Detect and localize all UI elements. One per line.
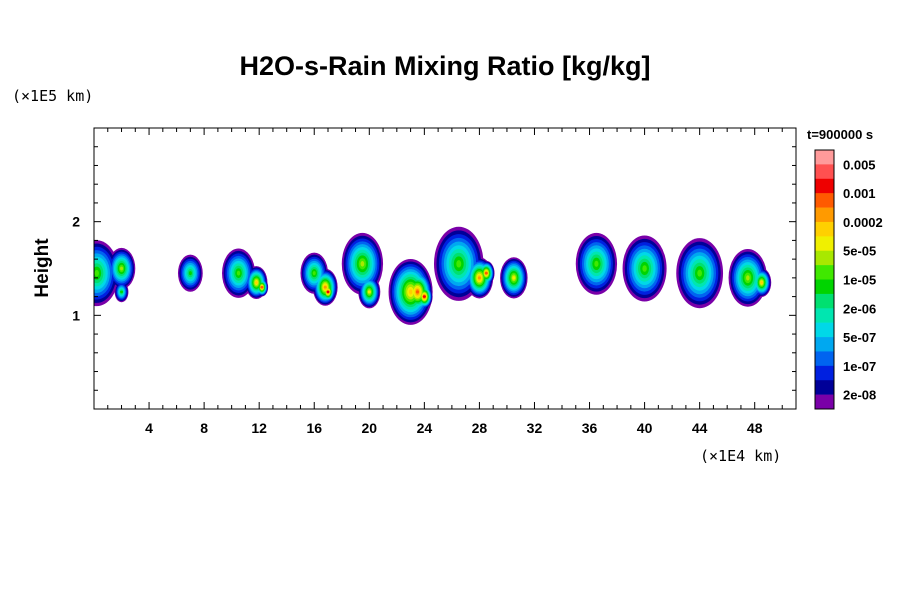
y-tick-label: 1 xyxy=(72,307,80,323)
field-contour xyxy=(254,281,258,284)
x-tick-label: 24 xyxy=(417,420,433,436)
x-tick-label: 8 xyxy=(200,420,208,436)
colorbar-swatch xyxy=(815,394,834,410)
colorbar-level-label: 2e-06 xyxy=(843,301,876,316)
x-tick-label: 48 xyxy=(747,420,763,436)
colorbar-swatch xyxy=(815,365,834,381)
x-axis: 4 8 12 16 20 24 28 32 36 40 44 48 xyxy=(107,128,783,436)
field-contour xyxy=(326,290,330,294)
colorbar: 0.005 0.001 0.0002 5e-05 1e-05 2e-06 5e-07 1e-0… xyxy=(814,149,883,410)
field-contour xyxy=(360,261,365,267)
colorbar-level-label: 1e-07 xyxy=(843,359,876,374)
colorbar-level-label: 0.0002 xyxy=(843,215,883,230)
colorbar-level-label: 5e-05 xyxy=(843,244,876,259)
x-tick-label: 44 xyxy=(692,420,708,436)
colorbar-swatch xyxy=(815,250,834,266)
chart-title: H2O-s-Rain Mixing Ratio [kg/kg] xyxy=(239,51,650,81)
colorbar-swatch xyxy=(815,308,834,323)
field-contour xyxy=(323,285,327,289)
colorbar-swatch xyxy=(815,193,834,208)
x-tick-label: 20 xyxy=(362,420,378,436)
colorbar-swatch xyxy=(815,279,834,295)
field-contour xyxy=(120,266,124,271)
field-contour xyxy=(260,286,264,289)
x-tick-label: 4 xyxy=(145,420,153,436)
y-axis-label: Height xyxy=(32,238,53,298)
colorbar-level-label: 5e-07 xyxy=(843,330,876,345)
colorbar-swatch xyxy=(815,380,834,395)
field-contour xyxy=(120,290,124,294)
y-axis: 12 xyxy=(72,146,796,391)
field-contour xyxy=(760,281,764,284)
colorbar-level-label: 1e-05 xyxy=(843,273,876,288)
field-contour xyxy=(236,270,241,276)
x-scale-note: (×1E4 km) xyxy=(700,447,781,465)
field-contour xyxy=(484,271,488,275)
field-contour xyxy=(477,276,481,280)
colorbar-swatch xyxy=(815,265,834,280)
colorbar-swatch xyxy=(815,150,834,165)
colorbar-swatch xyxy=(815,207,834,223)
field-contour xyxy=(415,290,419,294)
colorbar-frame xyxy=(814,149,835,410)
x-tick-label: 32 xyxy=(527,420,543,436)
x-tick-label: 36 xyxy=(582,420,598,436)
colorbar-level-label: 2e-08 xyxy=(843,388,876,403)
field-contour xyxy=(456,260,462,268)
colorbar-swatch xyxy=(815,236,834,252)
field-contour xyxy=(422,295,426,298)
rain-field xyxy=(94,226,772,325)
field-contour xyxy=(408,289,413,295)
field-contour xyxy=(642,265,647,272)
colorbar-swatch xyxy=(815,293,834,309)
colorbar-swatch xyxy=(815,322,834,338)
x-tick-label: 28 xyxy=(472,420,488,436)
field-contour xyxy=(188,271,192,276)
colorbar-swatch xyxy=(815,178,834,194)
field-contour xyxy=(594,260,599,267)
colorbar-swatch xyxy=(815,164,834,180)
colorbar-level-label: 0.001 xyxy=(843,186,876,201)
x-tick-label: 40 xyxy=(637,420,653,436)
field-contour xyxy=(312,271,316,276)
x-tick-label: 16 xyxy=(306,420,322,436)
field-contour xyxy=(512,276,516,280)
x-tick-label: 12 xyxy=(251,420,267,436)
colorbar-swatch xyxy=(815,351,834,367)
y-scale-note: (×1E5 km) xyxy=(12,87,93,105)
field-contour xyxy=(746,275,750,281)
colorbar-swatch xyxy=(815,337,834,352)
field-contour xyxy=(367,290,371,294)
y-tick-label: 2 xyxy=(72,214,80,230)
field-contour xyxy=(94,269,99,277)
time-label: t=900000 s xyxy=(807,127,873,142)
plot-frame xyxy=(93,127,797,410)
colorbar-swatch xyxy=(815,221,834,237)
field-contour xyxy=(697,269,702,277)
colorbar-level-label: 0.005 xyxy=(843,157,876,172)
